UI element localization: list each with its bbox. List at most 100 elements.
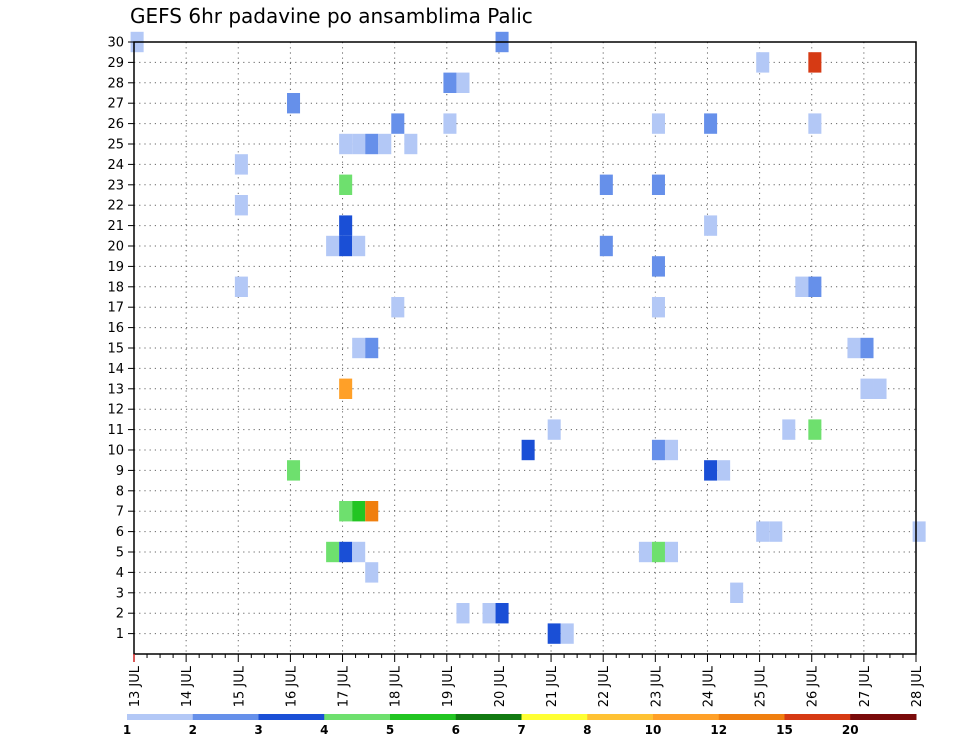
colorbar-swatch (653, 714, 720, 720)
y-tick-label: 27 (107, 97, 124, 112)
data-cells (130, 31, 926, 644)
heatmap-cell (912, 521, 926, 542)
heatmap-cell (443, 72, 457, 93)
y-tick-label: 7 (116, 505, 124, 520)
heatmap-cell (704, 460, 718, 481)
colorbar-swatch (127, 714, 194, 720)
y-tick-label: 28 (107, 76, 124, 91)
y-tick-label: 11 (107, 423, 124, 438)
heatmap-cell (664, 541, 679, 563)
heatmap-cell (339, 133, 353, 155)
heatmap-cell (352, 133, 366, 155)
heatmap-cell (339, 235, 353, 257)
y-tick-label: 10 (107, 444, 124, 459)
colorbar-swatch (258, 714, 325, 720)
y-tick-label: 14 (107, 362, 124, 377)
heatmap-cell (651, 113, 665, 134)
heatmap-cell (234, 276, 248, 297)
heatmap-cell (860, 378, 874, 399)
colorbar-label: 1 (123, 723, 131, 737)
colorbar-label: 6 (452, 723, 460, 737)
heatmap-cell (352, 337, 366, 359)
colorbar-label: 8 (583, 723, 591, 737)
heatmap-cell (521, 439, 535, 461)
y-tick-label: 23 (107, 178, 124, 193)
colorbar-swatch (324, 714, 391, 720)
x-tick-label: 25 JUL (754, 665, 769, 707)
y-axis: 1234567891011121314151617181920212223242… (107, 36, 134, 642)
x-axis: 13 JUL 14 JUL 15 JUL 16 JUL 17 JUL 18 JUL 19 J… (128, 654, 925, 707)
heatmap-cell (495, 603, 509, 624)
x-tick-label: 20 JUL (493, 665, 508, 707)
x-tick-label: 19 JUL (441, 665, 456, 707)
heatmap-cell (560, 623, 574, 644)
heatmap-cell (795, 276, 809, 297)
colorbar-swatch (390, 714, 457, 720)
x-tick-label: 17 JUL (337, 665, 352, 707)
x-tick-label: 16 JUL (284, 665, 299, 707)
y-tick-label: 16 (107, 321, 124, 336)
y-tick-label: 15 (107, 342, 124, 357)
colorbar: 1 2 3 4 5 6 7 8 10 12 15 20 (123, 714, 917, 737)
x-tick-label: 22 JUL (597, 665, 612, 707)
heatmap-cell (873, 378, 887, 399)
x-tick-label: 27 JUL (858, 665, 873, 707)
heatmap-cell (847, 337, 861, 359)
heatmap-cell (287, 460, 301, 481)
heatmap-cell (482, 603, 496, 624)
colorbar-label: 15 (776, 723, 793, 737)
grid-lines (134, 41, 916, 654)
colorbar-swatch (455, 714, 522, 720)
colorbar-label: 12 (710, 723, 727, 737)
y-tick-label: 19 (107, 260, 124, 275)
heatmap-cell (365, 501, 379, 522)
colorbar-swatch (521, 714, 588, 720)
x-tick-label: 26 JUL (806, 665, 821, 707)
x-tick-label: 13 JUL (128, 665, 143, 707)
y-tick-label: 2 (116, 607, 124, 622)
heatmap-cell (365, 133, 379, 155)
heatmap-cell (352, 541, 366, 563)
heatmap-cell (326, 541, 340, 563)
colorbar-swatch (587, 714, 654, 720)
y-tick-label: 26 (107, 117, 124, 132)
heatmap-cell (664, 439, 679, 461)
colorbar-label: 3 (254, 723, 262, 737)
colorbar-swatch (718, 714, 785, 720)
heatmap-cell (287, 93, 301, 114)
heatmap-cell (547, 623, 561, 644)
heatmap-cell (365, 562, 379, 583)
y-tick-label: 13 (107, 382, 124, 397)
y-tick-label: 21 (107, 219, 124, 234)
heatmap-cell (638, 541, 652, 563)
y-tick-label: 8 (116, 484, 124, 499)
heatmap-cell (456, 603, 470, 624)
colorbar-label: 2 (189, 723, 197, 737)
colorbar-label: 20 (842, 723, 859, 737)
heatmap-cell (599, 174, 613, 195)
heatmap-cell (352, 235, 366, 257)
heatmap-cell (808, 276, 822, 297)
x-tick-label: 15 JUL (232, 665, 247, 707)
x-tick-label: 24 JUL (701, 665, 716, 707)
heatmap-cell (456, 72, 470, 93)
x-tick-label: 23 JUL (649, 665, 664, 707)
x-tick-label: 28 JUL (910, 665, 925, 707)
colorbar-swatch (850, 714, 917, 720)
heatmap-cell (339, 174, 353, 195)
colorbar-swatch (192, 714, 259, 720)
heatmap-cell (378, 133, 392, 155)
y-tick-label: 3 (116, 586, 124, 601)
heatmap-cell (651, 256, 665, 277)
heatmap-cell (756, 521, 770, 542)
heatmap-cell (339, 378, 353, 399)
colorbar-label: 10 (645, 723, 662, 737)
heatmap-cell (730, 582, 744, 603)
heatmap-cell (339, 501, 353, 522)
heatmap-cell (352, 501, 366, 522)
y-tick-label: 17 (107, 301, 124, 316)
heatmap-cell (443, 113, 457, 134)
heatmap-cell (365, 337, 379, 359)
heatmap-cell (547, 419, 561, 440)
